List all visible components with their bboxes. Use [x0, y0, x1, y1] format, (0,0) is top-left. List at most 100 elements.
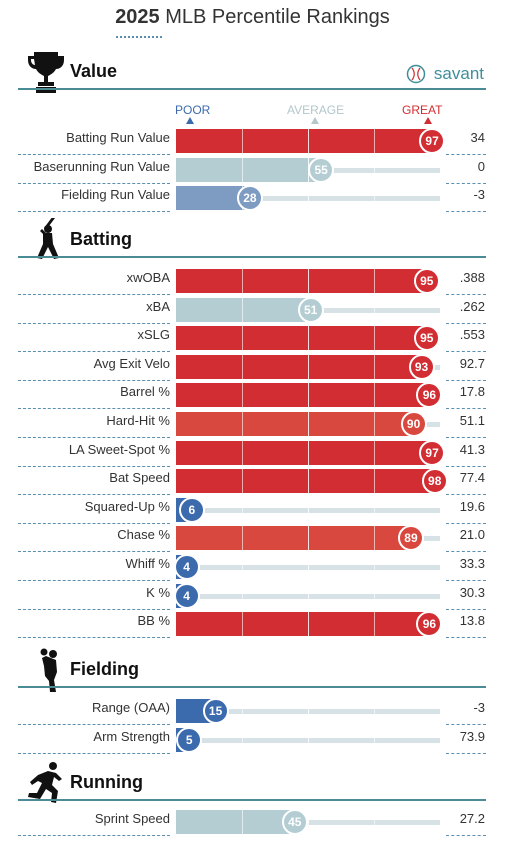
percentile-bar	[176, 412, 414, 436]
quartile-line	[242, 158, 243, 182]
quartile-line	[374, 412, 375, 436]
row-divider	[446, 408, 486, 409]
metric-row[interactable]: Bat Speed 98 77.4	[0, 467, 505, 495]
percentile-bubble: 96	[416, 611, 443, 637]
average-line	[308, 186, 309, 210]
quartile-line	[242, 526, 243, 550]
metric-label: Chase %	[117, 527, 170, 542]
section-title: Value	[70, 61, 118, 81]
row-divider	[446, 380, 486, 381]
row-divider	[446, 637, 486, 638]
row-divider	[18, 551, 170, 552]
percentile-bubble: 4	[173, 583, 200, 609]
percentile-bar	[176, 383, 430, 407]
metric-row[interactable]: Barrel % 96 17.8	[0, 381, 505, 409]
baseball-icon	[406, 64, 426, 84]
metric-label: Range (OAA)	[91, 700, 170, 715]
average-line	[308, 612, 309, 636]
quartile-line	[242, 810, 243, 834]
row-divider	[446, 183, 486, 184]
average-line	[308, 810, 309, 834]
metric-value: 30.3	[459, 585, 485, 600]
row-divider	[446, 609, 486, 610]
fielder-icon	[40, 648, 57, 692]
metric-row[interactable]: Hard-Hit % 90 51.1	[0, 410, 505, 438]
percentile-bubble: 96	[416, 382, 443, 408]
row-divider	[18, 494, 170, 495]
quartile-line	[242, 555, 243, 579]
metric-row[interactable]: Whiff % 4 33.3	[0, 553, 505, 581]
metric-row[interactable]: xSLG 95 .553	[0, 324, 505, 352]
section-rule	[18, 799, 486, 801]
percentile-bar	[176, 810, 295, 834]
percentile-bubble: 95	[413, 268, 440, 294]
quartile-line	[374, 326, 375, 350]
metric-row[interactable]: LA Sweet-Spot % 97 41.3	[0, 439, 505, 467]
average-line	[308, 555, 309, 579]
quartile-line	[242, 728, 243, 752]
metric-label: xSLG	[137, 327, 170, 342]
metric-value: 34	[470, 130, 485, 145]
section-rule	[18, 686, 486, 688]
row-divider	[446, 523, 486, 524]
metric-label: Bat Speed	[109, 470, 170, 485]
savant-logo[interactable]: savant	[433, 64, 484, 83]
metric-row[interactable]: Chase % 89 21.0	[0, 524, 505, 552]
metric-row[interactable]: xBA 51 .262	[0, 296, 505, 324]
metric-row[interactable]: K % 4 30.3	[0, 582, 505, 610]
metric-row[interactable]: Range (OAA) 15 -3	[0, 697, 505, 725]
metric-value: 92.7	[459, 356, 485, 371]
metric-label: BB %	[137, 613, 170, 628]
metric-row[interactable]: Squared-Up % 6 19.6	[0, 496, 505, 524]
row-divider	[446, 323, 486, 324]
metric-row[interactable]: Batting Run Value 97 34	[0, 127, 505, 155]
percentile-bar	[176, 326, 427, 350]
metric-label: Sprint Speed	[94, 811, 170, 826]
metric-row[interactable]: Avg Exit Velo 93 92.7	[0, 353, 505, 381]
section-title: Fielding	[70, 659, 139, 679]
quartile-line	[242, 612, 243, 636]
percentile-bubble: 95	[413, 325, 440, 351]
quartile-line	[374, 469, 375, 493]
row-divider	[18, 637, 170, 638]
metric-row[interactable]: Sprint Speed 45 27.2	[0, 808, 505, 836]
metric-row[interactable]: Fielding Run Value 28 -3	[0, 184, 505, 212]
average-line	[308, 728, 309, 752]
percentile-bar	[176, 612, 430, 636]
quartile-line	[374, 298, 375, 322]
percentile-bubble: 6	[178, 497, 205, 523]
percentile-bubble: 45	[281, 809, 308, 835]
row-divider	[18, 753, 170, 754]
percentile-bubble: 97	[419, 128, 446, 154]
quartile-line	[242, 441, 243, 465]
quartile-line	[374, 186, 375, 210]
quartile-line	[242, 412, 243, 436]
row-divider	[446, 466, 486, 467]
metric-row[interactable]: Arm Strength 5 73.9	[0, 726, 505, 754]
metric-row[interactable]: BB % 96 13.8	[0, 610, 505, 638]
metric-row[interactable]: Baserunning Run Value 55 0	[0, 156, 505, 184]
metric-value: 41.3	[459, 442, 485, 457]
average-line	[308, 129, 309, 153]
row-divider	[446, 351, 486, 352]
metric-value: 33.3	[459, 556, 485, 571]
quartile-line	[242, 469, 243, 493]
row-divider	[18, 835, 170, 836]
percentile-bar	[176, 526, 411, 550]
average-line	[308, 269, 309, 293]
percentile-bubble: 28	[236, 185, 263, 211]
metric-label: K %	[146, 585, 170, 600]
quartile-line	[374, 383, 375, 407]
row-divider	[446, 835, 486, 836]
section-header-batting: Batting	[18, 218, 486, 259]
metric-label: xBA	[146, 299, 170, 314]
percentile-bubble: 89	[397, 525, 424, 551]
section-title: Running	[70, 772, 143, 792]
metric-value: .553	[459, 327, 485, 342]
metric-value: 0	[477, 159, 485, 174]
row-divider	[18, 351, 170, 352]
metric-label: Hard-Hit %	[106, 413, 170, 428]
metric-row[interactable]: xwOBA 95 .388	[0, 267, 505, 295]
row-divider	[18, 523, 170, 524]
quartile-line	[374, 699, 375, 723]
